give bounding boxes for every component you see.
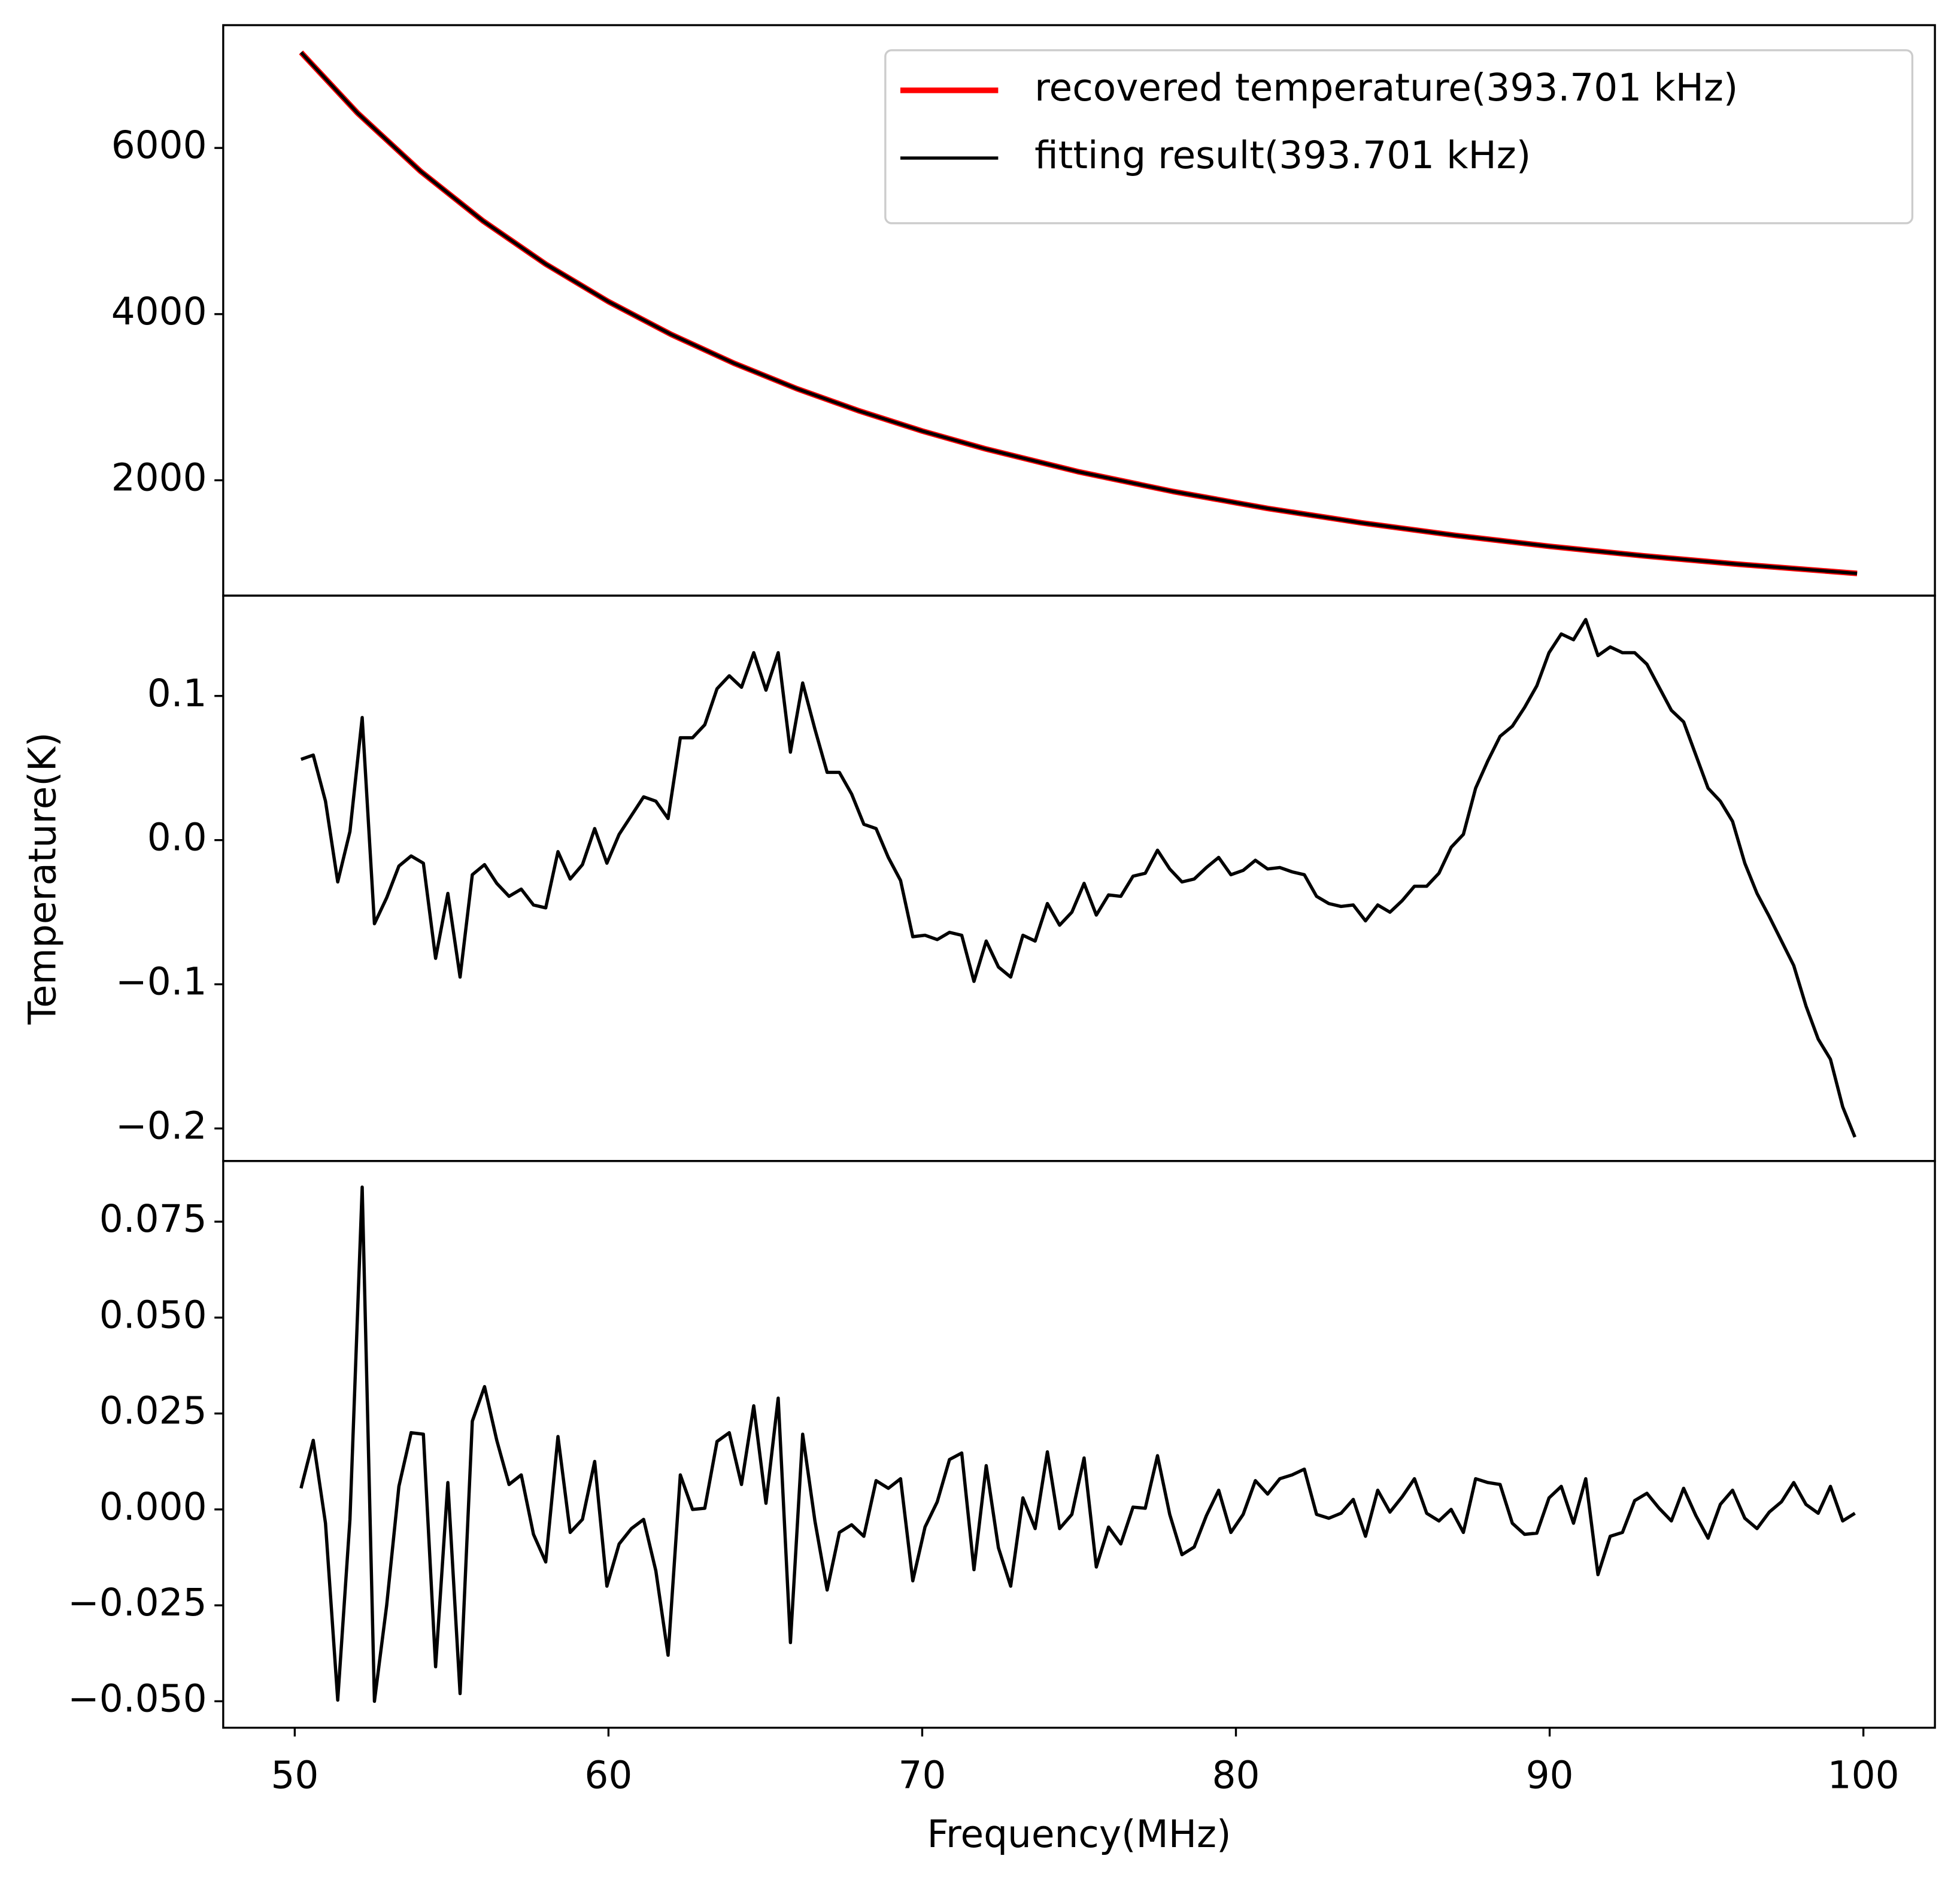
- y-tick-label: 2000: [111, 456, 207, 500]
- y-tick-label: −0.2: [116, 1104, 207, 1147]
- x-axis-label: Frequency(MHz): [927, 1812, 1231, 1856]
- y-tick-label: 0.050: [99, 1293, 207, 1337]
- y-tick-label: 0.0: [147, 816, 207, 859]
- legend: recovered temperature(393.701 kHz) fittin…: [884, 49, 1914, 224]
- y-tick-label: −0.025: [68, 1581, 207, 1624]
- axes-frame: [222, 1160, 1936, 1729]
- legend-box: [884, 49, 1914, 224]
- y-tick-label: 0.000: [99, 1485, 207, 1529]
- data-line: [300, 618, 1856, 1138]
- y-tick-label: 0.1: [147, 672, 207, 715]
- legend-label: recovered temperature(393.701 kHz): [1034, 66, 1738, 110]
- x-tick-label: 60: [584, 1753, 632, 1797]
- y-tick-label: 0.025: [99, 1389, 207, 1433]
- y-tick-label: 6000: [111, 123, 207, 167]
- x-tick-label: 100: [1828, 1753, 1900, 1797]
- axes-frame: [222, 594, 1936, 1162]
- x-tick-label: 90: [1526, 1753, 1574, 1797]
- y-tick-label: 0.075: [99, 1197, 207, 1241]
- y-tick-label: −0.050: [68, 1676, 207, 1720]
- legend-label: fitting result(393.701 kHz): [1034, 133, 1531, 177]
- x-tick-label: 50: [271, 1753, 318, 1797]
- data-line: [299, 51, 1858, 575]
- x-tick-label: 70: [898, 1753, 946, 1797]
- y-tick-label: −0.1: [116, 960, 207, 1004]
- y-tick-label: 4000: [111, 290, 207, 333]
- y-axis-label: Temperature(K): [20, 732, 64, 1025]
- data-line: [299, 1185, 1856, 1703]
- x-tick-label: 80: [1212, 1753, 1260, 1797]
